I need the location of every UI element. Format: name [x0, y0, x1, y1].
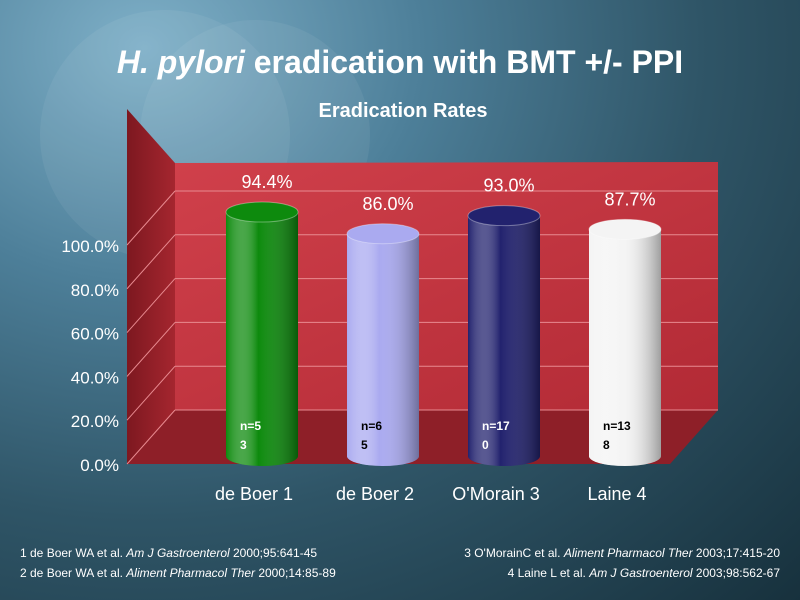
bars: 94.4% n=5 3 86.0% n=6 5 93.0% n=17 0 87.7% n=13 8	[225, 172, 662, 466]
bar-de-boer-2: 86.0% n=6 5	[346, 194, 420, 466]
bar-laine-4: 87.7% n=13 8	[588, 189, 662, 466]
n-label: 8	[603, 438, 610, 452]
bar-shading	[226, 212, 298, 466]
gridline-side	[126, 234, 176, 290]
n-label: n=13	[603, 419, 631, 433]
x-axis-categories: de Boer 1 de Boer 2 O'Morain 3 Laine 4	[215, 484, 647, 504]
value-label: 87.7%	[604, 189, 655, 209]
reference-3: 3 O'MorainC et al. Aliment Pharmacol The…	[464, 546, 780, 560]
n-label: n=5	[240, 419, 261, 433]
bar-shading	[468, 215, 540, 466]
gridline-side	[126, 365, 176, 421]
value-label: 86.0%	[362, 194, 413, 214]
reference-4: 4 Laine L et al. Am J Gastroenterol 2003…	[507, 566, 780, 580]
back-wall	[175, 162, 718, 410]
bar-top	[467, 205, 541, 227]
references-left: 1 de Boer WA et al. Am J Gastroenterol 2…	[20, 543, 336, 583]
slide-title-italic: H. pylori	[116, 44, 245, 80]
side-wall	[127, 109, 175, 464]
y-tick-label: 0.0%	[80, 456, 119, 475]
bar-shading	[347, 233, 419, 466]
category-label: O'Morain 3	[452, 484, 539, 504]
reference-2: 2 de Boer WA et al. Aliment Pharmacol Th…	[20, 566, 336, 580]
chart-title: Eradication Rates	[318, 100, 488, 122]
category-label: de Boer 1	[215, 484, 293, 504]
category-label: de Boer 2	[336, 484, 414, 504]
y-tick-label: 80.0%	[71, 281, 119, 300]
n-label: 3	[240, 438, 247, 452]
gridline-side	[126, 190, 176, 246]
n-label: n=6	[361, 419, 382, 433]
n-label: 5	[361, 438, 368, 452]
y-tick-label: 60.0%	[71, 325, 119, 344]
y-tick-label: 100.0%	[61, 237, 119, 256]
y-tick-label: 40.0%	[71, 368, 119, 387]
y-tick-label: 20.0%	[71, 412, 119, 431]
bar-shading	[589, 229, 661, 466]
n-label: 0	[482, 438, 489, 452]
slide-title-rest: eradication with BMT +/- PPI	[244, 44, 684, 80]
gridline-side	[126, 409, 176, 465]
gridline-side	[126, 322, 176, 377]
bar-o-morain-3: 93.0% n=17 0	[467, 176, 541, 466]
bar-top	[588, 218, 662, 240]
references-right: 3 O'MorainC et al. Aliment Pharmacol The…	[464, 543, 780, 583]
bar-de-boer-1: 94.4% n=5 3	[225, 172, 299, 466]
category-label: Laine 4	[587, 484, 646, 504]
bar-top	[225, 201, 299, 223]
bar-top	[346, 223, 420, 245]
slide-title: H. pylori eradication with BMT +/- PPI	[0, 44, 800, 81]
value-label: 93.0%	[483, 176, 534, 196]
y-axis-ticks: 0.0% 20.0% 40.0% 60.0% 80.0% 100.0%	[61, 237, 119, 475]
reference-1: 1 de Boer WA et al. Am J Gastroenterol 2…	[20, 546, 318, 560]
n-label: n=17	[482, 419, 510, 433]
gridline-side	[126, 278, 176, 333]
value-label: 94.4%	[241, 172, 292, 192]
